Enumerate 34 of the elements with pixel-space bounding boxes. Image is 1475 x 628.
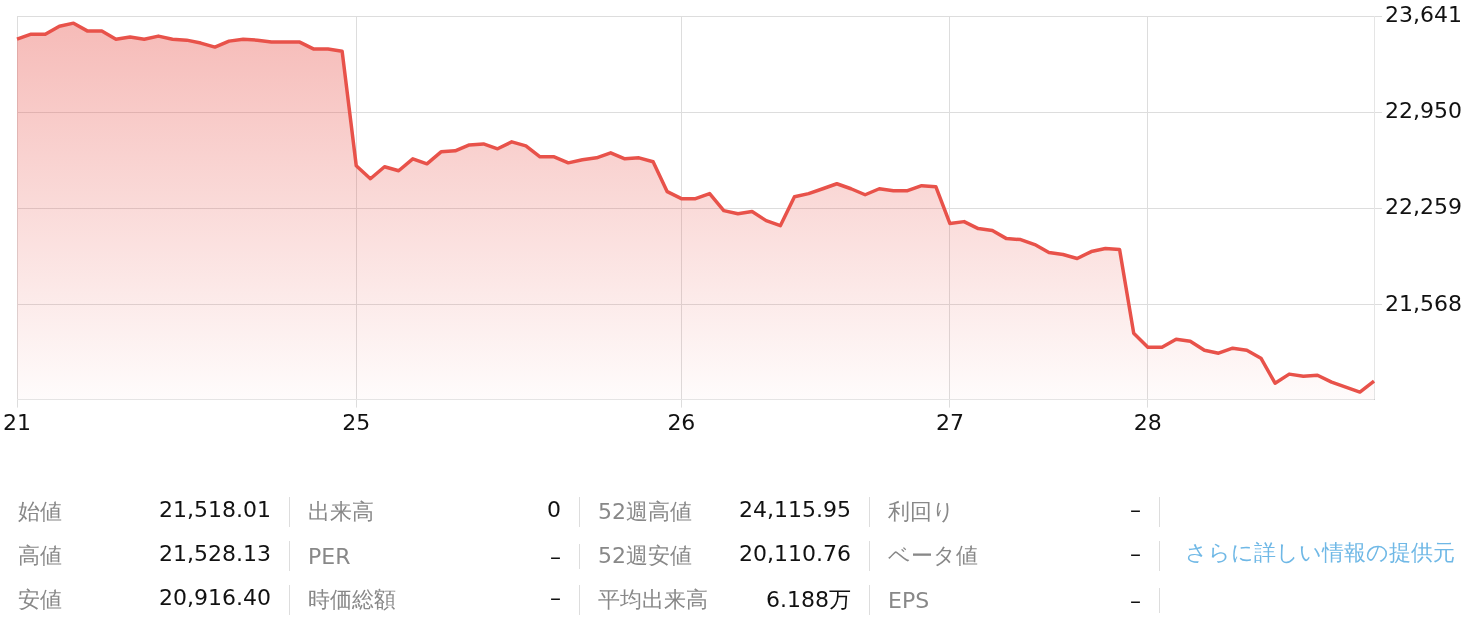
text: 出来高 [308,498,374,526]
x-tick-label: 28 [1133,409,1162,435]
text: 始値 [18,498,62,526]
text: 0 [547,497,561,524]
text: – [550,543,561,569]
x-tick-label: 21 [3,409,31,435]
text: 6.188万 [766,586,851,614]
text: 21,518.01 [159,497,271,524]
text: – [1130,497,1141,524]
text: PER [308,543,351,569]
text: 52週安値 [598,542,692,570]
text: 利回り [888,498,955,526]
x-tick-label: 26 [667,409,696,435]
text: 52週高値 [598,498,692,526]
x-tick-label: 27 [935,409,964,435]
text: EPS [888,587,930,613]
y-tick-label: 22,950 [1385,98,1463,124]
text: 時価総額 [308,586,396,614]
y-tick-label: 22,259 [1385,194,1463,220]
y-tick-label: 23,641 [1385,1,1463,27]
text: 高値 [18,542,62,570]
y-tick-label: 21,568 [1385,290,1463,316]
text: さらに詳しい情報の提供元 [1185,539,1455,567]
text: 平均出来高 [598,586,708,614]
text: 24,115.95 [739,497,851,524]
text: 20,916.40 [159,585,271,612]
text: 安値 [18,586,62,614]
text: ベータ値 [888,542,978,570]
text: 20,110.76 [739,541,851,568]
text: – [1130,587,1141,613]
text: – [1130,541,1141,568]
x-tick-label: 25 [342,409,371,435]
text: 21,528.13 [159,541,271,568]
text: – [550,585,561,612]
